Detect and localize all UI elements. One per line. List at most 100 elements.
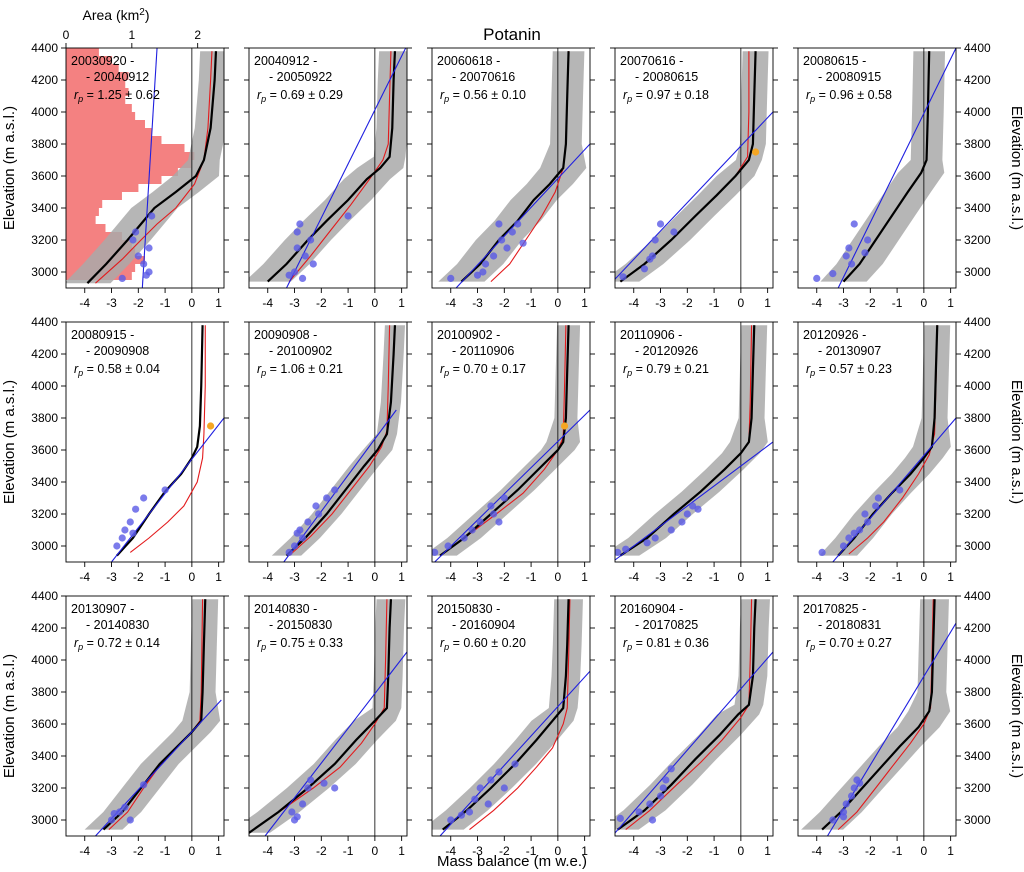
period-label: 20090908 -	[254, 328, 317, 342]
rp-label: rp = 0.97 ± 0.18	[623, 88, 709, 104]
stake-point	[331, 486, 339, 494]
x-tick-label: 1	[398, 570, 405, 584]
y-tick-label: 3200	[31, 233, 58, 247]
observed-series-line	[442, 599, 570, 831]
stake-point	[142, 271, 150, 279]
plot-area	[432, 596, 590, 836]
y-tick-label: 4400	[31, 589, 58, 603]
uncertainty-band	[271, 325, 406, 556]
x-tick-label: 1	[215, 844, 222, 858]
x-tick-label: -3	[838, 296, 849, 310]
x-tick-label: -1	[343, 296, 354, 310]
regression-line	[455, 143, 590, 288]
plot-area	[818, 322, 956, 562]
panel-grid: -4 -3 -2 -1 0 1 3000 3200 3400 3600 3800 4000 4200 44…	[31, 41, 991, 858]
panel: -4 -3 -2 -1 0 1 20140830 - - 20150830 rp = 0.75 …	[244, 595, 412, 858]
x-tick-label: 0	[555, 296, 562, 310]
panel-frame	[248, 321, 408, 563]
rp-label: rp = 0.79 ± 0.21	[623, 362, 709, 378]
rp-label: rp = 0.81 ± 0.36	[623, 636, 709, 652]
y-axis-labels: Elevation (m a.s.l.) Elevation (m a.s.l.)…	[1, 106, 1024, 778]
observed-series-line	[439, 325, 570, 557]
stake-point	[298, 534, 307, 542]
stake-point	[304, 518, 312, 526]
x-tick-label: 1	[947, 570, 954, 584]
y-tick-label: 3600	[964, 169, 991, 183]
stake-point	[320, 779, 328, 787]
y-tick-label: 3600	[31, 169, 58, 183]
y-tick-label: 4400	[31, 41, 58, 55]
stake-point	[468, 526, 476, 534]
x-tick-label: 0	[555, 844, 562, 858]
rp-label: rp = 0.70 ± 0.27	[806, 636, 892, 652]
y-axis-label-right: Elevation (m a.s.l.)	[1008, 380, 1024, 504]
period-label: 20150830 -	[437, 602, 500, 616]
regression-line	[264, 651, 407, 836]
stake-point	[148, 212, 156, 220]
hypsometry-bar	[66, 224, 106, 232]
stake-point	[500, 784, 508, 792]
stake-point	[471, 795, 479, 803]
panel-frame	[65, 595, 225, 837]
rp-label: rp = 0.58 ± 0.04	[74, 362, 160, 378]
plot-area	[84, 596, 222, 836]
x-tick-label: -3	[655, 296, 666, 310]
panel: -4 -3 -2 -1 0 1 3000 3200 3400 3600 3800 4000 4200 44…	[31, 41, 229, 310]
x-tick-label: -1	[892, 570, 903, 584]
stake-point	[344, 212, 352, 220]
x-axis-label: Mass balance (m w.e.)	[437, 853, 587, 870]
y-tick-label: 3600	[964, 717, 991, 731]
x-tick-label: -1	[709, 570, 720, 584]
y-tick-label: 3600	[31, 443, 58, 457]
x-tick-label: 1	[764, 296, 771, 310]
panel: -4 -3 -2 -1 0 1 20150830 - - 20160904 rp = 0.60 …	[427, 595, 595, 858]
hypsometry-bar	[66, 120, 145, 128]
hypsometry-bar	[66, 152, 195, 160]
panel-frame	[431, 47, 591, 289]
area-tick-label: 1	[128, 28, 135, 42]
area-tick-label: 2	[194, 28, 201, 42]
panel: -4 -3 -2 -1 0 1 3000 3200 3400 3600 3800 4000 4200 44…	[793, 41, 991, 310]
hypsometry-bar	[66, 160, 192, 168]
x-tick-label: 0	[372, 296, 379, 310]
stake-point	[121, 526, 129, 534]
stake-point	[864, 236, 872, 244]
y-tick-label: 3800	[964, 411, 991, 425]
y-tick-label: 3400	[964, 201, 991, 215]
rp-label: rp = 1.06 ± 0.21	[257, 362, 343, 378]
period-label: 20110906 -	[620, 328, 682, 342]
stake-point	[646, 255, 654, 263]
x-tick-label: -4	[262, 844, 273, 858]
stake-point	[648, 816, 657, 824]
hypsometry-bar	[66, 48, 99, 56]
stake-point	[498, 236, 506, 244]
x-tick-label: 1	[764, 570, 771, 584]
hypsometry-bar	[66, 192, 122, 200]
hypsometry-bar	[66, 112, 136, 120]
observed-series-line	[285, 325, 397, 557]
period-label: - 20110906	[452, 344, 514, 358]
x-tick-label: 0	[189, 570, 196, 584]
x-tick-label: 0	[921, 296, 928, 310]
stake-point	[447, 274, 455, 282]
stake-point	[145, 244, 153, 252]
panel-frame	[248, 47, 408, 289]
panel: -4 -3 -2 -1 0 1 20110906 - - 20120926 rp = 0.79 …	[610, 321, 778, 584]
y-tick-label: 3800	[964, 685, 991, 699]
stake-point	[495, 220, 503, 228]
stake-point	[432, 548, 439, 556]
period-label: 20080615 -	[803, 54, 866, 68]
panel-frame	[797, 595, 957, 837]
period-label: - 20040912	[86, 70, 149, 84]
hypsometry-bar	[66, 136, 162, 144]
stake-point	[285, 271, 293, 279]
x-tick-label: -2	[865, 570, 876, 584]
x-tick-label: -3	[655, 570, 666, 584]
stake-point	[309, 260, 317, 268]
stake-point	[855, 526, 864, 534]
hypsometry-bar	[66, 80, 126, 88]
outlier-point	[560, 422, 569, 430]
x-tick-label: -2	[865, 844, 876, 858]
x-tick-label: -1	[526, 570, 537, 584]
panel-frame	[431, 321, 591, 563]
